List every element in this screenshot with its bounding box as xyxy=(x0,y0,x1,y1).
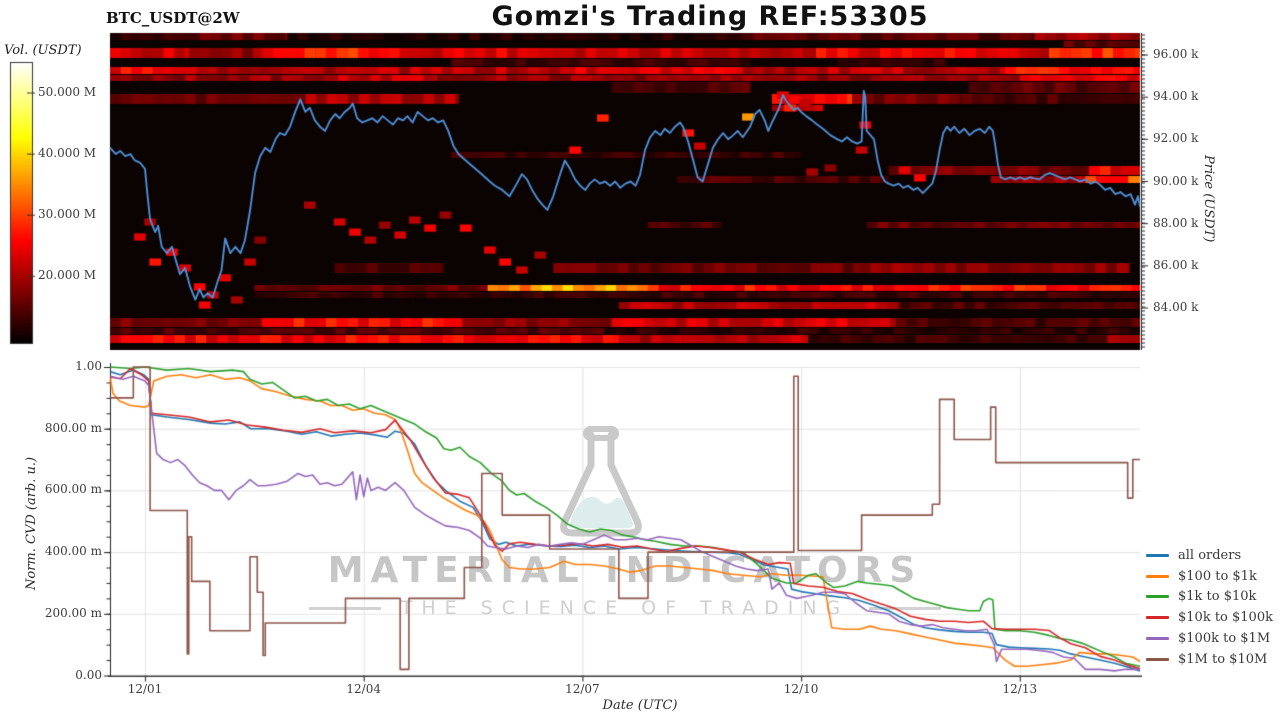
cvd-tick-label: 600.00 m xyxy=(44,482,102,497)
price-tick-label: 84.00 k xyxy=(1153,300,1199,314)
date-tick-label: 12/01 xyxy=(127,682,163,696)
cvd-tick-label: 0.00 xyxy=(75,667,102,682)
legend-label: $10k to $100k xyxy=(1178,610,1273,626)
legend-swatch xyxy=(1146,574,1169,578)
price-tick-label: 86.00 k xyxy=(1153,257,1199,272)
legend-item: $1k to $10k xyxy=(1146,587,1278,608)
price-tick-label: 96.00 k xyxy=(1153,47,1199,61)
price-tick-label: 90.00 k xyxy=(1153,173,1199,188)
date-axis-title: Date (UTC) xyxy=(602,698,678,713)
date-tick-label: 12/10 xyxy=(783,682,819,696)
cvd-tick-label: 1.00 xyxy=(75,359,102,373)
cvd-tick-label: 800.00 m xyxy=(44,420,102,435)
legend-swatch xyxy=(1146,657,1169,661)
legend-item: $100 to $1k xyxy=(1146,566,1278,587)
colorbar-tick-label: 20.000 M xyxy=(38,267,97,282)
legend-label: $1M to $10M xyxy=(1178,651,1268,667)
legend: all orders $100 to $1k $1k to $10k $10k to … xyxy=(1146,545,1278,670)
legend-swatch xyxy=(1146,553,1169,557)
legend-swatch xyxy=(1146,595,1169,599)
price-tick-label: 88.00 k xyxy=(1153,215,1199,230)
price-tick-label: 94.00 k xyxy=(1153,89,1199,104)
legend-item: all orders xyxy=(1146,545,1278,566)
legend-item: $10k to $100k xyxy=(1146,607,1278,628)
legend-label: $100 to $1k xyxy=(1178,568,1257,584)
legend-item: $1M to $10M xyxy=(1146,649,1278,670)
cvd-tick-label: 200.00 m xyxy=(44,605,102,620)
legend-swatch xyxy=(1146,637,1169,641)
cvd-axis-title: Norm. CVD (arb. u.) xyxy=(24,456,39,590)
date-tick-label: 12/13 xyxy=(1002,682,1038,696)
colorbar-tick-label: 40.000 M xyxy=(38,145,97,160)
colorbar-tick-label: 50.000 M xyxy=(38,84,97,99)
legend-item: $100k to $1M xyxy=(1146,628,1278,649)
date-tick-label: 12/07 xyxy=(565,682,600,696)
colorbar-title: Vol. (USDT) xyxy=(4,43,82,58)
symbol-label: BTC_USDT@2W xyxy=(106,9,240,27)
date-tick-label: 12/04 xyxy=(346,682,381,696)
page-title: Gomzi's Trading REF:53305 xyxy=(491,1,929,32)
cvd-tick-label: 400.00 m xyxy=(44,544,102,559)
colorbar-tick-label: 30.000 M xyxy=(38,206,97,221)
price-tick-label: 92.00 k xyxy=(1153,131,1199,146)
legend-label: all orders xyxy=(1178,547,1242,563)
legend-label: $100k to $1M xyxy=(1178,631,1271,647)
price-axis-title: Price (USDT) xyxy=(1201,155,1216,243)
legend-label: $1k to $10k xyxy=(1178,589,1257,605)
legend-swatch xyxy=(1146,616,1169,620)
